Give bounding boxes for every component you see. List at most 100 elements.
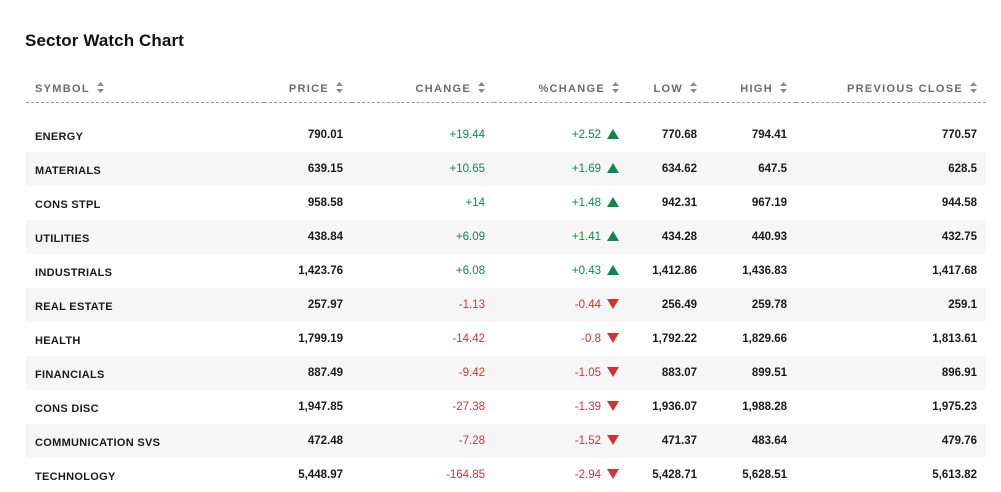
- cell-pct-change: -1.39: [494, 390, 628, 424]
- sort-arrows-icon[interactable]: [970, 82, 977, 93]
- cell-symbol[interactable]: CONS STPL: [26, 186, 264, 220]
- cell-change: +6.09: [352, 220, 494, 254]
- pct-change-value: +1.41: [572, 231, 601, 243]
- triangle-down-icon: [607, 299, 619, 309]
- cell-change: -27.38: [352, 390, 494, 424]
- triangle-down-icon: [607, 469, 619, 479]
- cell-low: 256.49: [628, 288, 706, 322]
- cell-change: +10.65: [352, 152, 494, 186]
- column-header-pct-change[interactable]: %CHANGE: [494, 74, 628, 103]
- sort-arrows-icon[interactable]: [97, 82, 104, 93]
- cell-low: 942.31: [628, 186, 706, 220]
- cell-previous-close: 1,975.23: [796, 390, 986, 424]
- triangle-up-icon: [607, 231, 619, 241]
- cell-price: 958.58: [264, 186, 352, 220]
- column-header-low[interactable]: LOW: [628, 74, 706, 103]
- cell-pct-change: -1.52: [494, 424, 628, 458]
- cell-high: 899.51: [706, 356, 796, 390]
- table-header-row: SYMBOL PRICE CHANGE %CHANGE LOW HIGH PRE…: [26, 74, 986, 103]
- cell-symbol[interactable]: INDUSTRIALS: [26, 254, 264, 288]
- column-header-price[interactable]: PRICE: [264, 74, 352, 103]
- cell-price: 639.15: [264, 152, 352, 186]
- cell-high: 647.5: [706, 152, 796, 186]
- cell-change: -164.85: [352, 458, 494, 492]
- cell-change: -7.28: [352, 424, 494, 458]
- sector-watch-table: SYMBOL PRICE CHANGE %CHANGE LOW HIGH PRE…: [26, 74, 986, 492]
- pct-change-value: +1.69: [572, 163, 601, 175]
- triangle-up-icon: [607, 129, 619, 139]
- triangle-down-icon: [607, 401, 619, 411]
- cell-pct-change: +0.43: [494, 254, 628, 288]
- cell-low: 471.37: [628, 424, 706, 458]
- cell-symbol[interactable]: COMMUNICATION SVS: [26, 424, 264, 458]
- cell-pct-change: +1.48: [494, 186, 628, 220]
- cell-symbol[interactable]: MATERIALS: [26, 152, 264, 186]
- cell-high: 259.78: [706, 288, 796, 322]
- cell-symbol[interactable]: UTILITIES: [26, 220, 264, 254]
- column-header-label: SYMBOL: [35, 83, 90, 95]
- cell-high: 967.19: [706, 186, 796, 220]
- sort-arrows-icon[interactable]: [336, 82, 343, 93]
- sort-arrows-icon[interactable]: [780, 82, 787, 93]
- triangle-down-icon: [607, 333, 619, 343]
- cell-change: -9.42: [352, 356, 494, 390]
- cell-high: 5,628.51: [706, 458, 796, 492]
- pct-change-value: -0.44: [575, 299, 601, 311]
- cell-symbol[interactable]: CONS DISC: [26, 390, 264, 424]
- cell-previous-close: 1,417.68: [796, 254, 986, 288]
- cell-pct-change: -0.8: [494, 322, 628, 356]
- page-title: Sector Watch Chart: [25, 31, 184, 51]
- column-header-change[interactable]: CHANGE: [352, 74, 494, 103]
- column-header-label: LOW: [653, 83, 683, 95]
- table-spacer: [26, 103, 986, 119]
- column-header-symbol[interactable]: SYMBOL: [26, 74, 264, 103]
- cell-low: 5,428.71: [628, 458, 706, 492]
- cell-low: 434.28: [628, 220, 706, 254]
- sort-arrows-icon[interactable]: [478, 82, 485, 93]
- column-header-high[interactable]: HIGH: [706, 74, 796, 103]
- cell-price: 472.48: [264, 424, 352, 458]
- cell-low: 770.68: [628, 118, 706, 152]
- cell-change: +6.08: [352, 254, 494, 288]
- cell-symbol[interactable]: HEALTH: [26, 322, 264, 356]
- column-header-previous-close[interactable]: PREVIOUS CLOSE: [796, 74, 986, 103]
- cell-price: 438.84: [264, 220, 352, 254]
- column-header-label: %CHANGE: [538, 83, 605, 95]
- cell-previous-close: 628.5: [796, 152, 986, 186]
- cell-symbol[interactable]: TECHNOLOGY: [26, 458, 264, 492]
- column-header-label: PREVIOUS CLOSE: [847, 83, 963, 95]
- cell-pct-change: +1.41: [494, 220, 628, 254]
- pct-change-value: +1.48: [572, 197, 601, 209]
- triangle-up-icon: [607, 163, 619, 173]
- cell-price: 790.01: [264, 118, 352, 152]
- triangle-down-icon: [607, 435, 619, 445]
- column-header-label: HIGH: [740, 83, 773, 95]
- cell-high: 1,988.28: [706, 390, 796, 424]
- sort-arrows-icon[interactable]: [612, 82, 619, 93]
- cell-price: 5,448.97: [264, 458, 352, 492]
- triangle-down-icon: [607, 367, 619, 377]
- cell-symbol[interactable]: FINANCIALS: [26, 356, 264, 390]
- cell-pct-change: -1.05: [494, 356, 628, 390]
- cell-symbol[interactable]: ENERGY: [26, 118, 264, 152]
- pct-change-value: -2.94: [575, 469, 601, 481]
- triangle-up-icon: [607, 265, 619, 275]
- cell-low: 1,936.07: [628, 390, 706, 424]
- column-header-label: PRICE: [289, 83, 329, 95]
- cell-symbol[interactable]: REAL ESTATE: [26, 288, 264, 322]
- sort-arrows-icon[interactable]: [690, 82, 697, 93]
- cell-previous-close: 1,813.61: [796, 322, 986, 356]
- cell-low: 1,792.22: [628, 322, 706, 356]
- cell-previous-close: 896.91: [796, 356, 986, 390]
